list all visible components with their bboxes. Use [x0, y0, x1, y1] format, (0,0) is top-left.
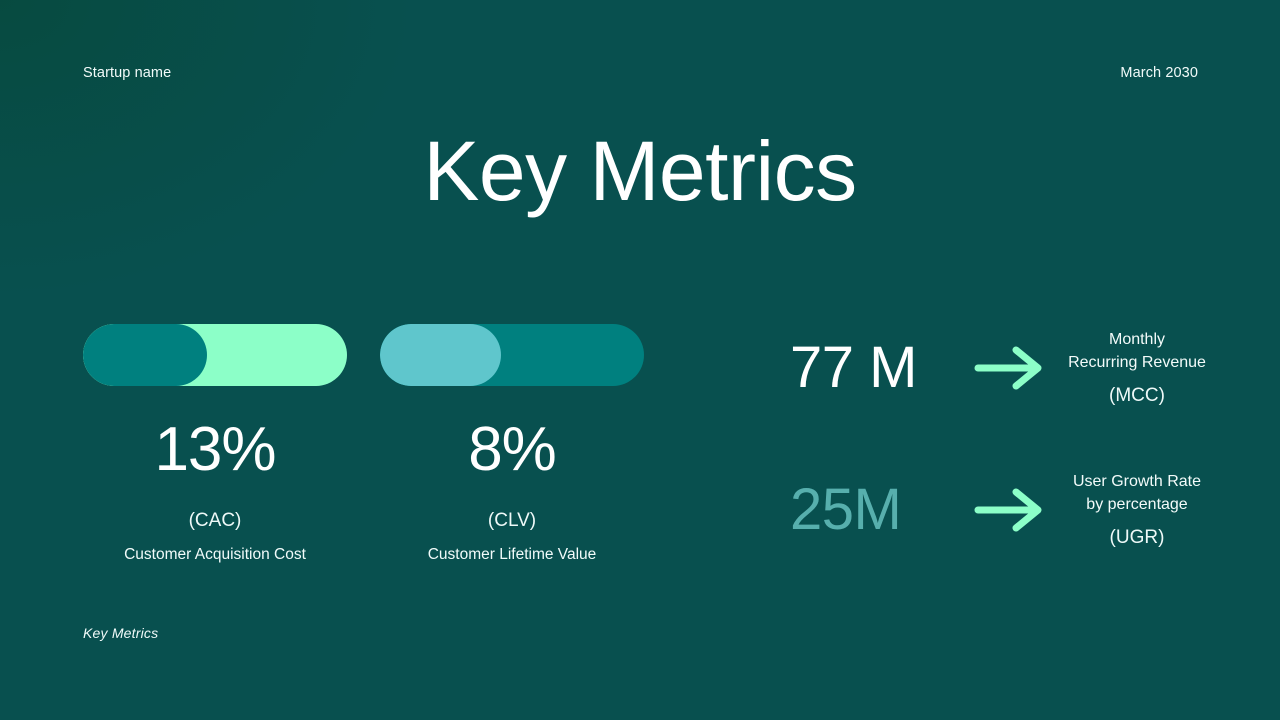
metric-label-ugr-line2: by percentage	[1086, 496, 1188, 513]
metric-value-cac: 13%	[154, 415, 276, 484]
arrow-right-icon	[960, 487, 1060, 533]
metric-label-ugr: User Growth Rate by percentage (UGR)	[1060, 471, 1210, 548]
metric-abbr-clv: (CLV)	[487, 510, 537, 531]
metric-card-cac: 13% (CAC) Customer Acquisition Cost	[83, 324, 347, 564]
metric-abbr-mcc: (MCC)	[1109, 384, 1165, 406]
metric-card-clv: 8% (CLV) Customer Lifetime Value	[380, 324, 644, 564]
progress-bar-cac	[83, 324, 347, 386]
metric-caption-cac: Customer Acquisition Cost	[124, 545, 306, 563]
metric-value-clv: 8%	[468, 415, 557, 484]
brand-name: Startup name	[83, 65, 172, 81]
metric-label-mcc-line2: Recurring Revenue	[1068, 354, 1206, 371]
progress-bar-clv	[380, 324, 644, 386]
slide-date: March 2030	[1120, 65, 1198, 81]
metric-caption-clv: Customer Lifetime Value	[427, 545, 597, 563]
arrow-metrics-group: 77 M Monthly Recurring Revenue (MCC) 25M	[790, 322, 1210, 556]
progress-bar-clv-fill	[380, 324, 502, 386]
metric-label-mcc: Monthly Recurring Revenue (MCC)	[1060, 329, 1210, 406]
metric-label-mcc-line1: Monthly	[1108, 331, 1166, 349]
metric-row-mcc: 77 M Monthly Recurring Revenue (MCC)	[790, 322, 1210, 414]
metric-abbr-ugr: (UGR)	[1109, 526, 1165, 548]
metric-row-ugr: 25M User Growth Rate by percentage (UGR)	[790, 464, 1210, 556]
progress-bar-cac-fill	[83, 324, 208, 386]
metric-abbr-cac: (CAC)	[188, 510, 242, 531]
bar-metrics-group: 13% (CAC) Customer Acquisition Cost 8% (…	[83, 324, 644, 564]
arrow-right-icon	[960, 345, 1060, 391]
metric-label-ugr-line1: User Growth Rate	[1072, 473, 1202, 491]
metric-value-mcc: 77 M	[790, 335, 917, 400]
metric-value-ugr: 25M	[790, 477, 902, 542]
footer-label: Key Metrics	[83, 625, 159, 641]
page-title: Key Metrics	[423, 124, 857, 218]
